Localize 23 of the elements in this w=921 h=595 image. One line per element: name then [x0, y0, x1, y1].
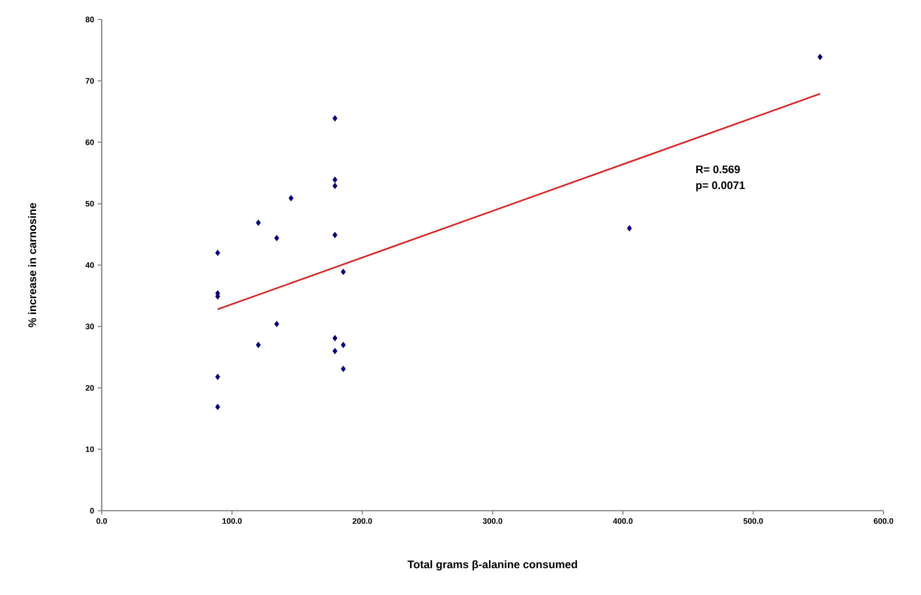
point — [332, 115, 338, 122]
annotation: R= 0.569 — [696, 165, 740, 174]
point — [215, 404, 220, 410]
point — [256, 220, 261, 226]
point — [332, 334, 338, 342]
point — [626, 225, 632, 232]
point — [274, 320, 280, 328]
x-axis-title: Total grams β-alanine consumed — [408, 560, 578, 570]
point — [332, 348, 338, 354]
point — [818, 54, 822, 60]
point — [340, 268, 346, 276]
point — [332, 182, 338, 190]
point — [332, 176, 338, 183]
point — [215, 374, 220, 380]
point — [340, 342, 346, 348]
point — [256, 342, 261, 348]
point — [288, 194, 294, 202]
annotation: p= 0.0071 — [696, 181, 745, 192]
y-axis-title: % increase in carnosine — [28, 203, 36, 328]
point — [332, 232, 338, 238]
point — [215, 250, 220, 256]
point — [340, 366, 346, 372]
point — [274, 234, 280, 242]
